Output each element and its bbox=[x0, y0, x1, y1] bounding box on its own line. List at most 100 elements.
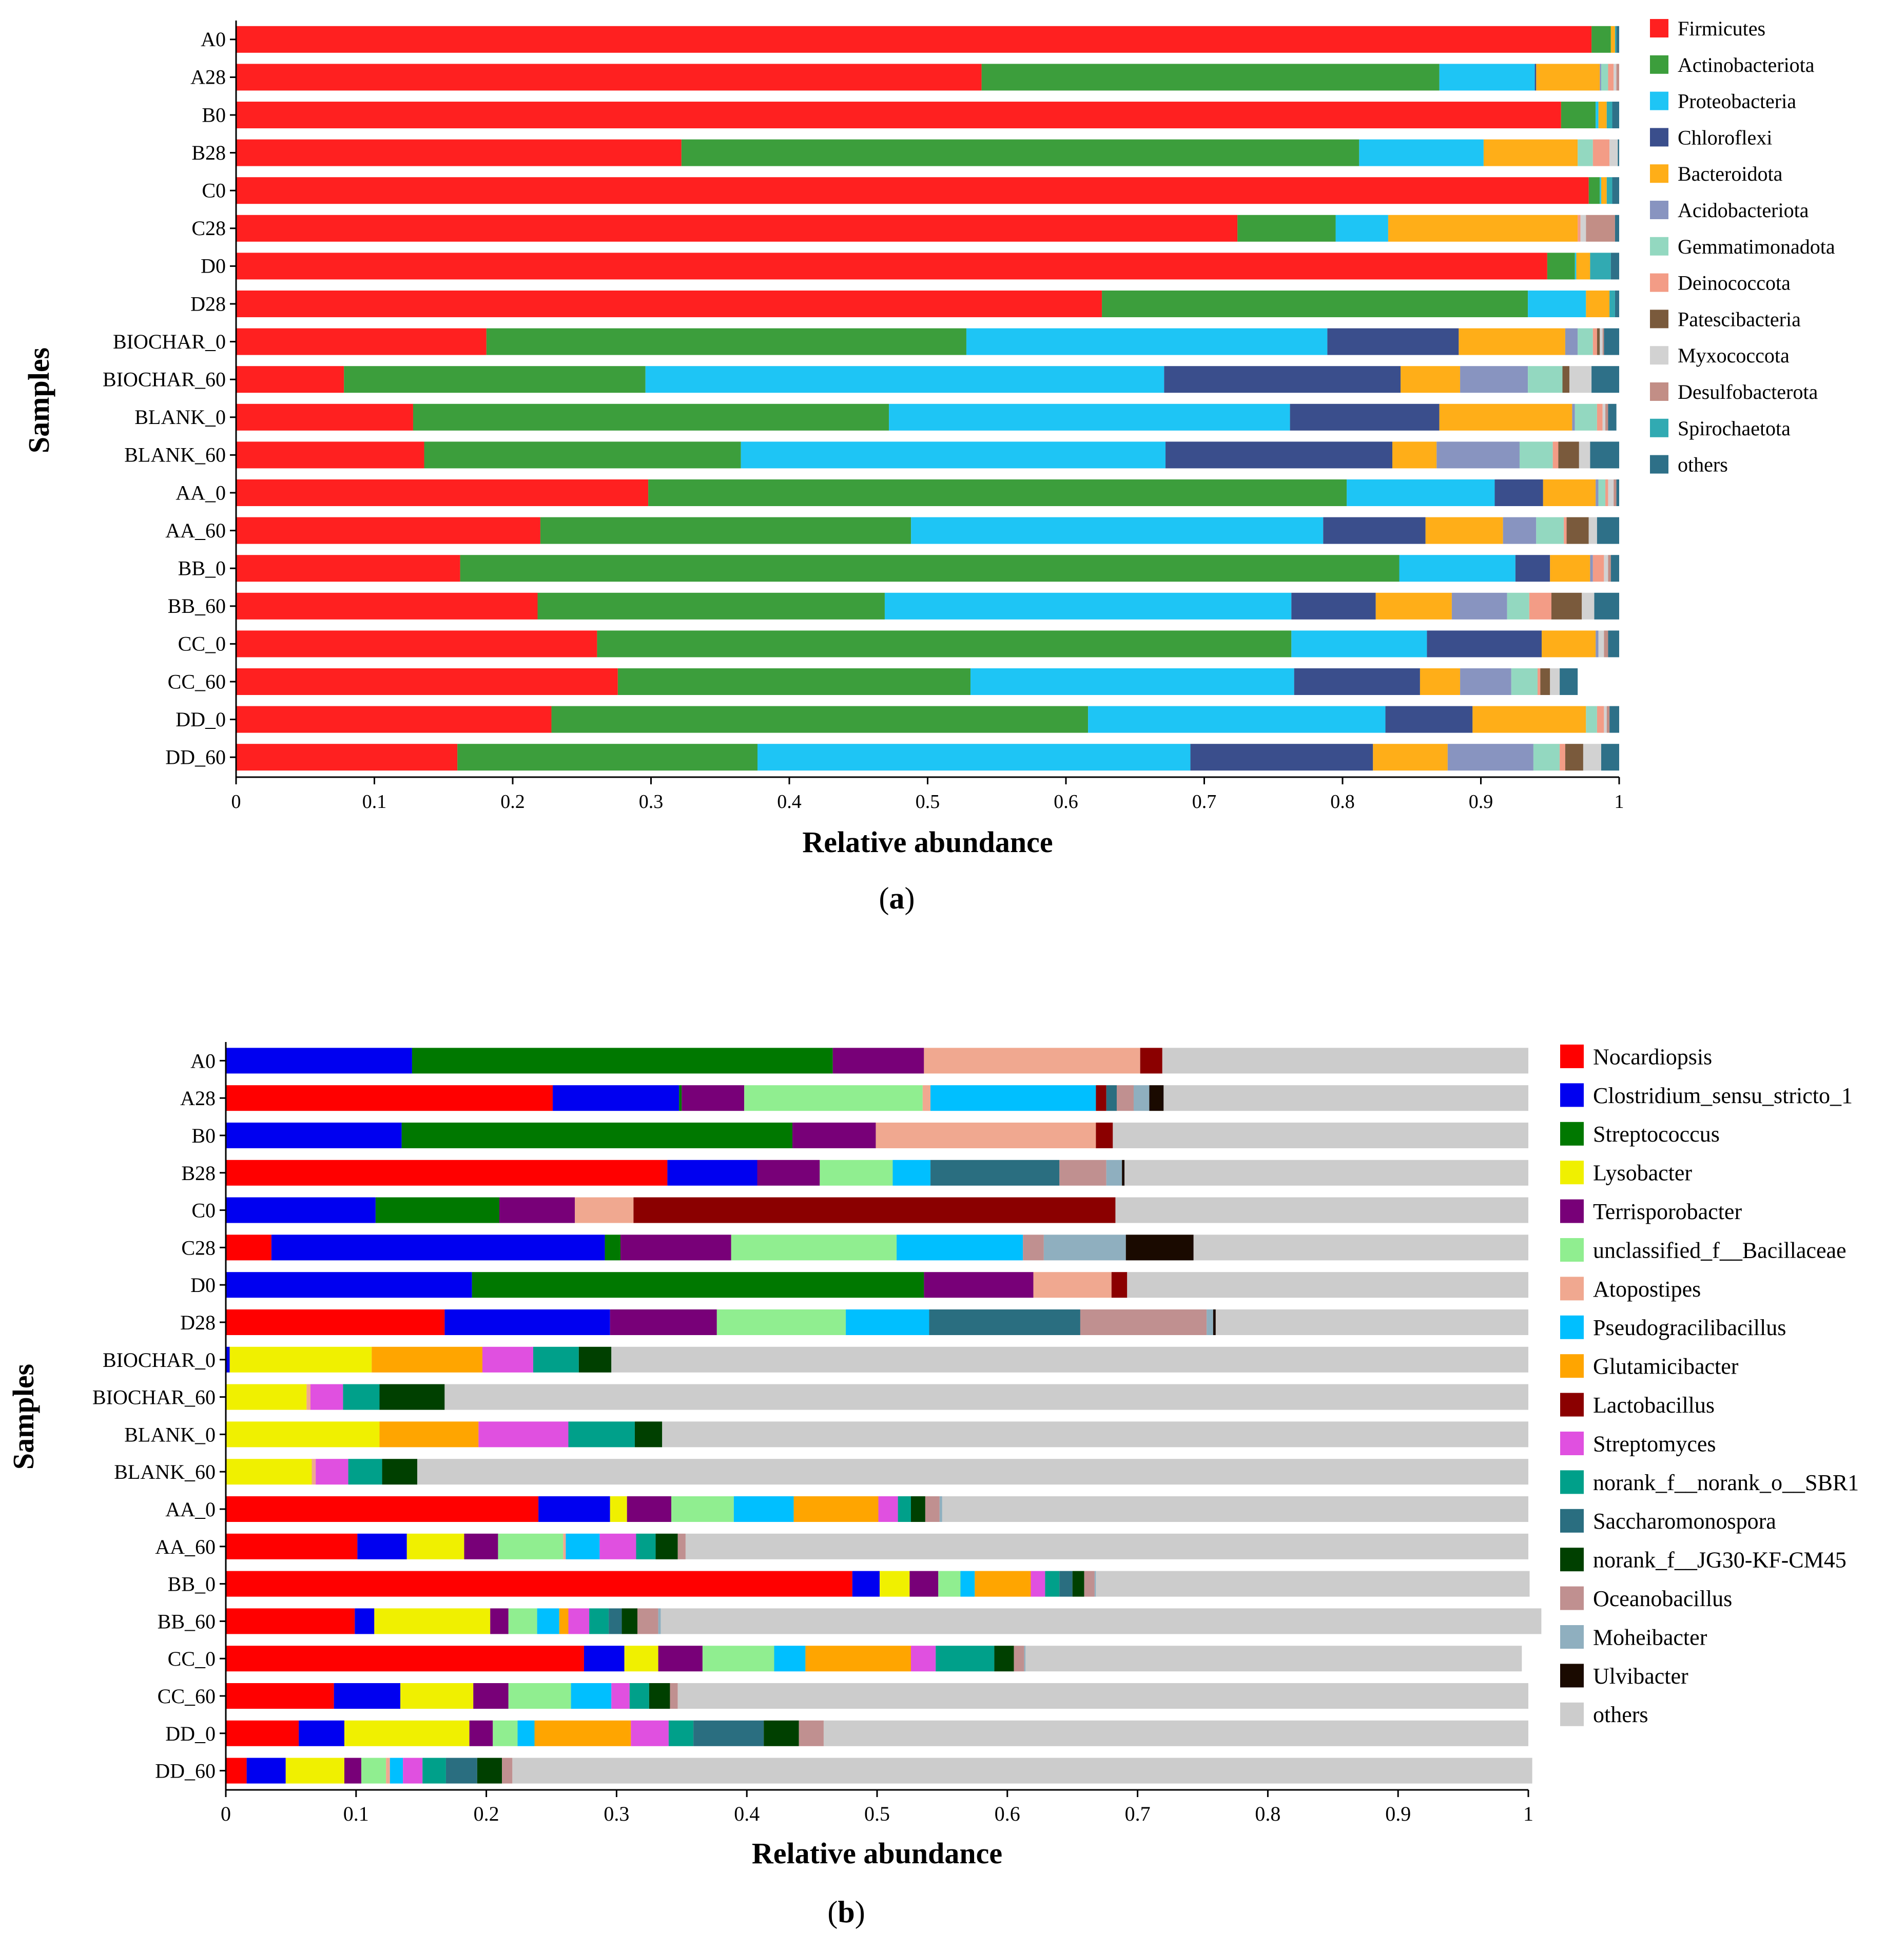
bar-segment bbox=[226, 1272, 472, 1298]
bar-segment bbox=[1088, 706, 1386, 733]
bar-segment bbox=[422, 1758, 446, 1784]
bar-segment bbox=[1291, 592, 1376, 620]
bar-segment bbox=[924, 1048, 1140, 1074]
panel-caption: (b) bbox=[827, 1895, 865, 1929]
bar-segment bbox=[898, 1496, 911, 1522]
x-tick-label: 1 bbox=[1523, 1802, 1533, 1825]
y-tick-label: C0 bbox=[202, 179, 226, 202]
bar-segment bbox=[1560, 668, 1578, 695]
bar-segment bbox=[344, 366, 646, 393]
bar-segment bbox=[1600, 177, 1601, 204]
legend-label: norank_f__norank_o__SBR1 bbox=[1593, 1470, 1859, 1495]
bar-segment bbox=[1519, 441, 1553, 469]
bar-segment bbox=[1596, 479, 1599, 506]
x-tick-label: 0.9 bbox=[1469, 791, 1493, 813]
bar-segment bbox=[597, 630, 1292, 658]
legend-swatch bbox=[1650, 382, 1668, 401]
bar-segment bbox=[1597, 403, 1603, 431]
bar-segment bbox=[677, 1683, 1528, 1709]
bar-segment bbox=[679, 1085, 682, 1111]
bar-segment bbox=[1373, 744, 1448, 771]
bar-segment bbox=[621, 1608, 638, 1634]
bar-segment bbox=[424, 441, 741, 469]
bar-segment bbox=[1122, 1160, 1125, 1186]
bar-segment bbox=[1616, 479, 1619, 506]
bar-segment bbox=[1215, 1309, 1528, 1335]
bar-segment bbox=[1604, 630, 1608, 658]
panel-a-chart: A0 A28 B0 B28 C0 C28 D0 D28 BIOCHAR_0 BIOCHAR_60 B… bbox=[22, 17, 1835, 915]
bar-segment bbox=[1598, 630, 1604, 658]
bar-segment bbox=[236, 706, 552, 733]
x-tick-label: 0.5 bbox=[916, 791, 940, 813]
bar-segment bbox=[1125, 1234, 1194, 1261]
y-tick-label: A0 bbox=[190, 1049, 216, 1072]
x-tick-label: 0.7 bbox=[1125, 1802, 1151, 1825]
bar-segment bbox=[1392, 441, 1437, 469]
bar-segment bbox=[400, 1683, 474, 1709]
bar-segment bbox=[406, 1533, 464, 1559]
bar-segment bbox=[1335, 215, 1388, 242]
panel-b-chart: A0 A28 B0 B28 C0 C28 D0 D28 BIOCHAR_0 BIOCHAR_60 B… bbox=[7, 1042, 1859, 1929]
bar-segment bbox=[1596, 102, 1599, 128]
legend-label: Streptococcus bbox=[1593, 1122, 1720, 1147]
bar-segment bbox=[1579, 441, 1590, 469]
bar-segment bbox=[1420, 668, 1461, 695]
bar-segment bbox=[1601, 744, 1619, 771]
bar-segment bbox=[1586, 291, 1610, 317]
bar-segment bbox=[236, 441, 424, 469]
bar-segment bbox=[1094, 1571, 1096, 1597]
bar-segment bbox=[611, 1346, 1528, 1373]
bar-segment bbox=[1578, 328, 1593, 355]
legend-swatch bbox=[1560, 1199, 1584, 1223]
bar-segment bbox=[1591, 26, 1611, 53]
bar-segment bbox=[670, 1683, 678, 1709]
bar-segment bbox=[1614, 64, 1617, 91]
bar-segment bbox=[660, 1608, 1542, 1634]
bar-segment bbox=[312, 1459, 316, 1485]
bar-segment bbox=[1604, 555, 1608, 582]
y-tick-label: A28 bbox=[190, 66, 226, 89]
bar-segment bbox=[668, 1720, 694, 1746]
y-tick-label: C28 bbox=[191, 217, 226, 240]
bar-segment bbox=[1511, 668, 1538, 695]
bar-segment bbox=[994, 1646, 1014, 1672]
bar-segment bbox=[1597, 517, 1619, 544]
y-tick-label: DD_60 bbox=[155, 1760, 216, 1783]
bar-segment bbox=[648, 479, 1347, 506]
bar-segment bbox=[271, 1234, 605, 1261]
bar-segment bbox=[1213, 1309, 1216, 1335]
bar-segment bbox=[1507, 592, 1529, 620]
bar-segment bbox=[412, 1048, 833, 1074]
bar-segment bbox=[508, 1608, 537, 1634]
x-tick-label: 0.1 bbox=[362, 791, 387, 813]
bar-segment bbox=[537, 1608, 559, 1634]
bar-segment bbox=[236, 403, 413, 431]
bar-segment bbox=[1096, 1085, 1106, 1111]
legend-label: Lysobacter bbox=[1593, 1161, 1692, 1186]
bar-segment bbox=[1460, 668, 1511, 695]
bar-segment bbox=[306, 1384, 310, 1410]
bar-segment bbox=[1615, 26, 1617, 53]
bar-segment bbox=[605, 1234, 621, 1261]
bar-segment bbox=[1536, 517, 1564, 544]
legend-swatch bbox=[1560, 1432, 1584, 1455]
bar-segment bbox=[764, 1720, 799, 1746]
y-tick-label: CC_0 bbox=[178, 632, 226, 655]
bar-segment bbox=[236, 139, 682, 166]
bar-segment bbox=[1601, 64, 1608, 91]
bar-segment bbox=[1572, 403, 1575, 431]
bar-segment bbox=[1084, 1571, 1095, 1597]
x-tick-label: 0.1 bbox=[343, 1802, 369, 1825]
legend-swatch bbox=[1650, 55, 1668, 74]
bar-segment bbox=[563, 1533, 566, 1559]
bar-segment bbox=[236, 592, 538, 620]
bar-segment bbox=[578, 1346, 612, 1373]
bar-segment bbox=[1608, 403, 1617, 431]
legend-label: others bbox=[1678, 453, 1728, 476]
bar-segment bbox=[379, 1384, 445, 1410]
bar-segment bbox=[1578, 215, 1581, 242]
bar-segment bbox=[924, 1272, 1034, 1298]
panel-caption: (a) bbox=[879, 881, 915, 915]
legend-swatch bbox=[1650, 418, 1668, 437]
bar-segment bbox=[226, 1683, 334, 1709]
